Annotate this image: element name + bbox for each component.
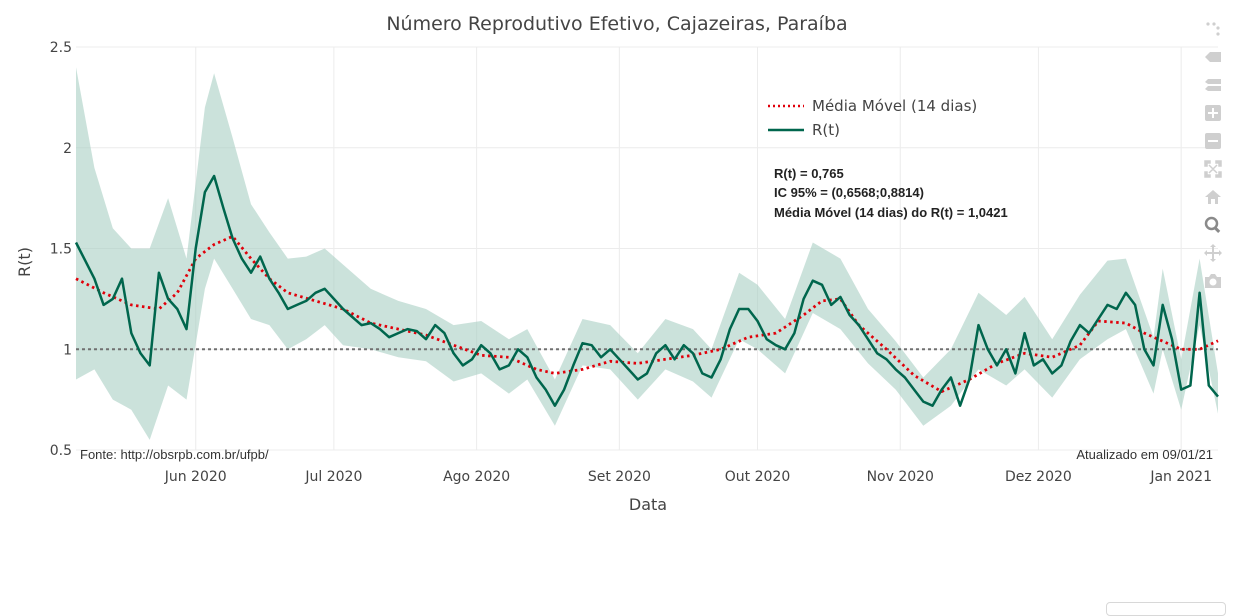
camera-icon[interactable] — [1200, 270, 1226, 292]
x-tick-label: Jun 2020 — [164, 469, 227, 485]
source-note: Fonte: http://obsrpb.com.br/ufpb/ — [80, 447, 269, 462]
y-tick-label: 2 — [63, 141, 72, 157]
y-tick-label: 2.5 — [50, 40, 72, 56]
compare-icon[interactable] — [1200, 46, 1226, 68]
closest-icon[interactable] — [1200, 74, 1226, 96]
x-tick-label: Jul 2020 — [304, 469, 362, 485]
modebar — [1200, 18, 1226, 298]
home-icon[interactable] — [1200, 186, 1226, 208]
legend[interactable]: Média Móvel (14 dias) R(t) — [768, 97, 977, 139]
x-tick-label: Ago 2020 — [443, 469, 510, 485]
annotation-ci: IC 95% = (0,6568;0,8814) — [774, 185, 924, 200]
zoom-icon[interactable] — [1200, 214, 1226, 236]
hover-annotation: R(t) = 0,765 IC 95% = (0,6568;0,8814) Mé… — [774, 166, 1008, 220]
y-tick-label: 0.5 — [50, 443, 72, 459]
legend-label-moving-average[interactable]: Média Móvel (14 dias) — [812, 97, 977, 115]
y-axis-title: R(t) — [15, 247, 34, 277]
series-group[interactable] — [74, 174, 1219, 407]
x-tick-label: Jan 2021 — [1149, 469, 1212, 485]
x-tick-label: Nov 2020 — [867, 469, 934, 485]
legend-label-rt[interactable]: R(t) — [812, 121, 840, 139]
axes: 0.5 1 1.5 2 2.5 Jun 2020 Jul 2020 Ago 2020 Set 2… — [50, 40, 1212, 485]
x-tick-label: Dez 2020 — [1005, 469, 1072, 485]
confidence-band — [76, 67, 1218, 440]
download-icon[interactable] — [1200, 18, 1226, 40]
y-tick-label: 1.5 — [50, 242, 72, 258]
annotation-moving-average: Média Móvel (14 dias) do R(t) = 1,0421 — [774, 205, 1008, 220]
x-tick-label: Out 2020 — [725, 469, 790, 485]
zoom-out-icon[interactable] — [1200, 130, 1226, 152]
x-tick-label: Set 2020 — [588, 469, 651, 485]
y-tick-label: 1 — [63, 342, 72, 358]
annotation-rt: R(t) = 0,765 — [774, 166, 844, 181]
zoom-in-icon[interactable] — [1200, 102, 1226, 124]
updated-note: Atualizado em 09/01/21 — [1076, 447, 1213, 462]
confidence-band-group — [76, 67, 1218, 440]
chart-title: Número Reprodutivo Efetivo, Cajazeiras, … — [386, 13, 847, 35]
series-line-rt[interactable] — [74, 174, 1219, 407]
x-axis-title: Data — [629, 495, 667, 514]
pan-icon[interactable] — [1200, 242, 1226, 264]
autoscale-icon[interactable] — [1200, 158, 1226, 180]
footer-widget — [1106, 602, 1226, 616]
